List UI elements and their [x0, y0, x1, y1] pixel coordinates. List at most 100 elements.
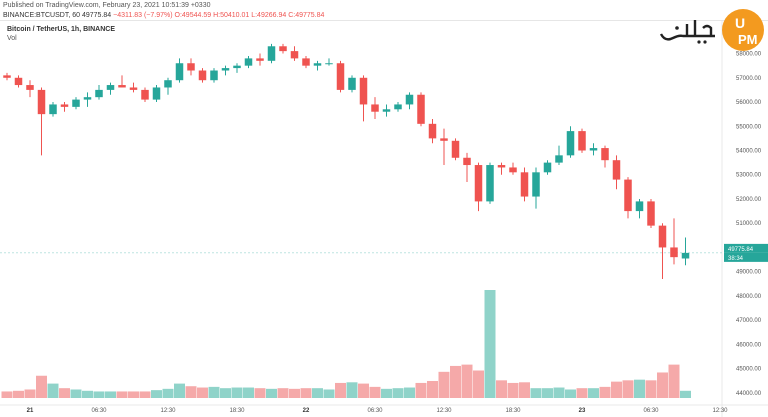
volume-bar [231, 387, 243, 398]
y-tick-label: 56000.00 [736, 100, 762, 106]
volume-bar [162, 388, 174, 398]
candle-body [37, 89, 46, 115]
x-tick-label: 12:30 [160, 408, 176, 414]
volume-bar [519, 382, 530, 398]
volume-bar [346, 382, 358, 398]
candle-body [578, 131, 586, 151]
x-tick-label: 06:30 [91, 408, 107, 414]
candle-body [152, 87, 161, 100]
candle-body [313, 63, 322, 66]
candle-body [198, 70, 207, 81]
svg-text:PM: PM [738, 32, 758, 47]
candle-body [394, 104, 402, 110]
y-tick-label: 55000.00 [736, 124, 762, 130]
candle-body [658, 225, 667, 248]
volume-bar [197, 387, 208, 398]
open-label: O:49544.59 [174, 12, 212, 19]
volume-bar [47, 383, 59, 398]
candle-body [60, 104, 69, 107]
volume-bar [1, 391, 13, 398]
candle-body [440, 138, 448, 141]
candle-body [555, 155, 563, 163]
x-tick-label: 18:30 [229, 408, 245, 414]
candle-body [670, 247, 678, 258]
candle-body [221, 68, 230, 71]
x-tick-label: 21 [27, 408, 34, 414]
volume-bar [335, 382, 346, 398]
volume-label: Vol [7, 35, 17, 42]
candle-body [463, 157, 471, 166]
candlestick-chart[interactable]: 58000.00 57000.00 56000.00 55000.00 54000.00… [0, 21, 768, 417]
y-tick-label: 49000.00 [736, 270, 762, 276]
chart-area[interactable]: 58000.00 57000.00 56000.00 55000.00 54000.00… [0, 20, 768, 417]
y-tick-label: 47000.00 [736, 318, 762, 324]
candle-body [532, 172, 540, 197]
x-tick-label: 18:30 [505, 408, 521, 414]
volume-bar [139, 391, 151, 398]
candle-body [428, 123, 437, 139]
volume-bar [645, 380, 657, 398]
volume-bar [185, 386, 197, 398]
volume-bar [588, 388, 599, 398]
candle-body [3, 75, 11, 78]
candle-body [336, 63, 345, 90]
volume-bar [36, 375, 47, 398]
candle-body [83, 97, 92, 100]
y-tick-label: 48000.00 [736, 294, 762, 300]
candle-body [589, 148, 598, 151]
candle-body [210, 70, 218, 81]
x-tick-label: 22 [303, 408, 310, 414]
candle-body [290, 51, 299, 59]
volume-bar [680, 390, 691, 398]
candle-body [612, 160, 621, 180]
volume-bar [530, 388, 542, 398]
volume-bar [415, 382, 427, 398]
candle-body [175, 63, 184, 81]
ohlc-line: BINANCE:BTCUSDT, 60 49775.84 −4311.83 (−… [3, 12, 324, 19]
candle-body [164, 80, 172, 88]
candle-body [474, 165, 483, 202]
candle-body [302, 58, 310, 66]
low-label: L:49266.94 [251, 12, 287, 19]
volume-bar [208, 386, 220, 398]
y-tick-label: 57000.00 [736, 76, 762, 82]
close-label: C:49775.84 [288, 12, 325, 19]
svg-text:U: U [735, 15, 745, 31]
candle-body [405, 94, 414, 105]
countdown-tag [724, 252, 768, 262]
candle-body [359, 77, 368, 105]
volume-bar [668, 364, 680, 398]
y-tick-label: 54000.00 [736, 148, 762, 154]
volume-bar [438, 371, 450, 398]
x-tick-label: 23 [579, 408, 586, 414]
candle-body [118, 85, 126, 88]
candle-body [497, 165, 506, 168]
y-tick-label: 53000.00 [736, 173, 762, 179]
volume-bar [484, 290, 496, 398]
volume-bar [576, 388, 588, 398]
candle-body [141, 89, 149, 100]
last-price-tag [724, 243, 768, 253]
volume-bar [128, 391, 139, 398]
y-tick-label: 52000.00 [736, 197, 762, 203]
candle-body [417, 94, 425, 124]
candle-body [647, 201, 655, 226]
volume-bar [404, 387, 415, 398]
volume-bar [542, 388, 553, 398]
candle-body [382, 109, 391, 112]
volume-bar [277, 388, 289, 398]
volume-bar [461, 364, 473, 398]
symbol-label: BINANCE:BTCUSDT, 60 [3, 12, 81, 19]
candle-body [267, 46, 276, 61]
volume-bar [220, 388, 231, 398]
volume-bar [82, 390, 93, 398]
y-tick-label: 44000.00 [736, 391, 762, 397]
volume-bar [427, 380, 438, 398]
volume-bar [254, 388, 266, 398]
candle-body [566, 131, 575, 156]
y-tick-label: 45000.00 [736, 367, 762, 373]
x-tick-label: 06:30 [643, 408, 659, 414]
volume-bar [611, 381, 622, 398]
volume-bar [312, 388, 323, 398]
y-tick-label: 51000.00 [736, 221, 762, 227]
